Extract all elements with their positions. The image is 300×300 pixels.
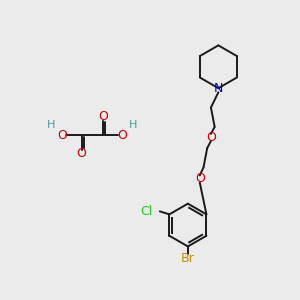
Text: H: H <box>129 120 137 130</box>
Text: O: O <box>206 131 216 144</box>
Text: O: O <box>117 129 127 142</box>
Text: O: O <box>57 129 67 142</box>
Text: Br: Br <box>181 252 195 266</box>
Text: Cl: Cl <box>140 205 152 218</box>
Text: O: O <box>77 147 87 160</box>
Text: O: O <box>98 110 108 123</box>
Text: O: O <box>195 172 205 185</box>
Text: H: H <box>47 120 55 130</box>
Text: N: N <box>214 82 223 95</box>
